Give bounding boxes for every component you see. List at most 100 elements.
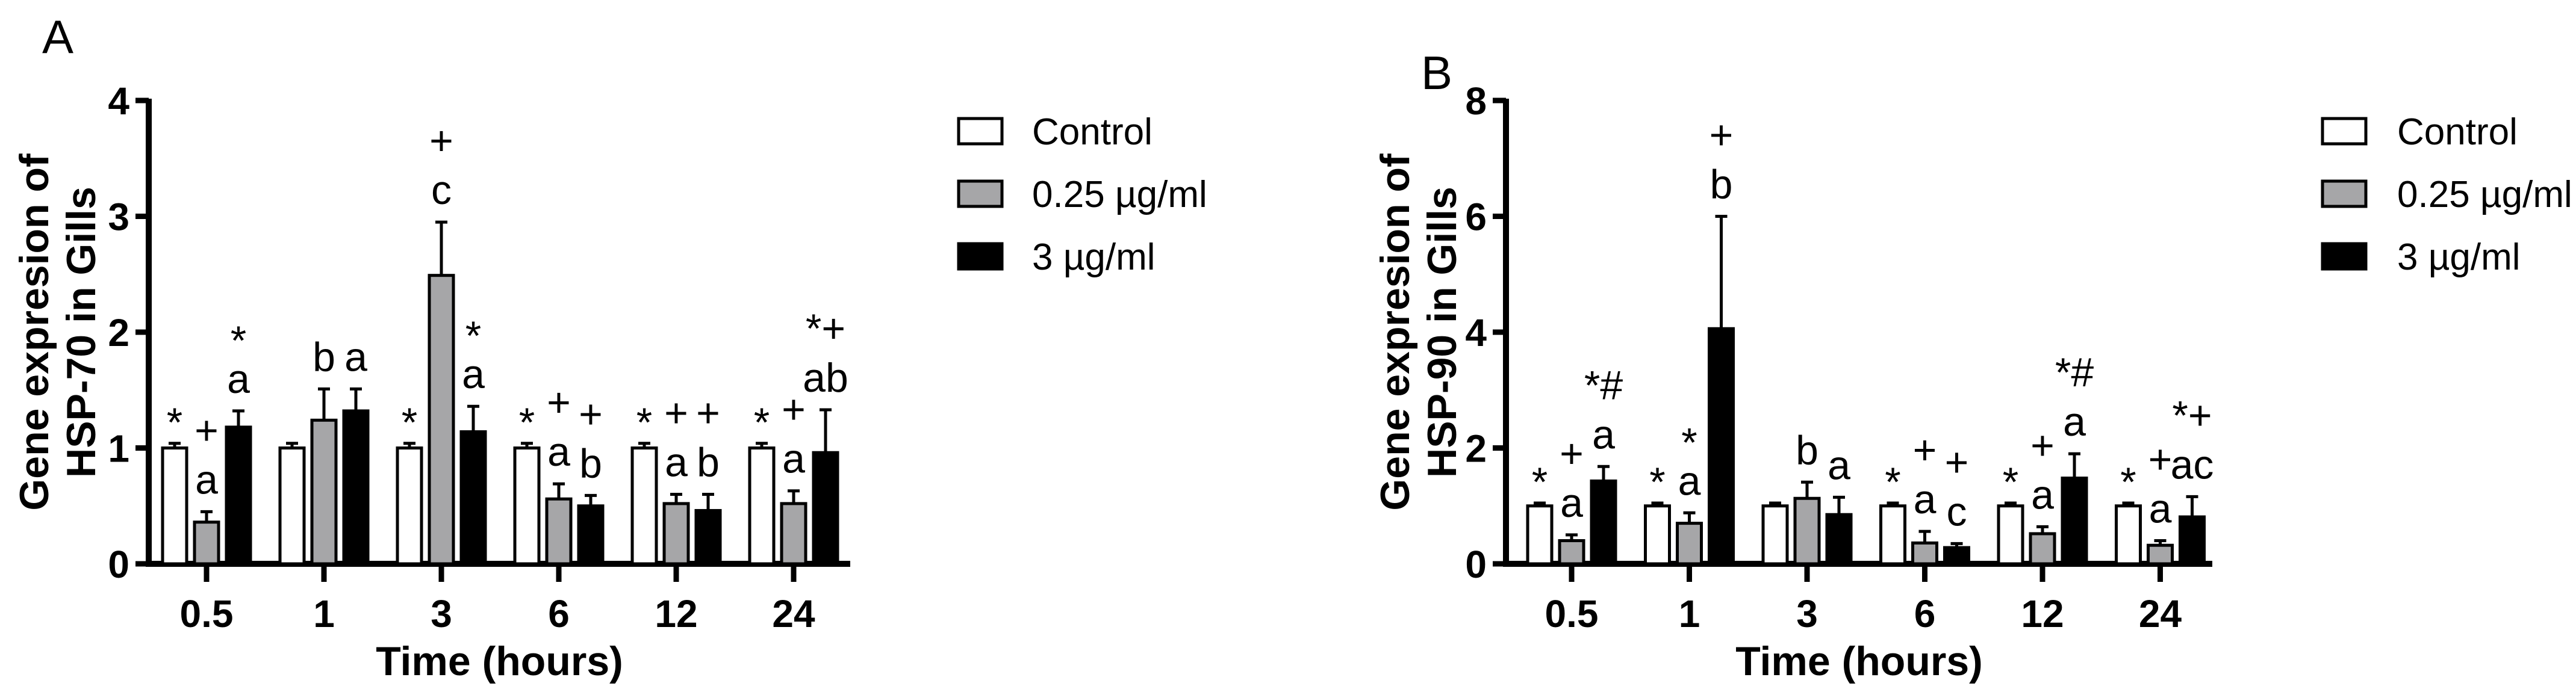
bar xyxy=(662,502,690,566)
y-tick-label: 6 xyxy=(1465,196,1487,239)
panel-label: A xyxy=(42,10,73,63)
significance-annotation: c xyxy=(431,167,452,213)
bar xyxy=(748,446,776,566)
x-tick-label: 12 xyxy=(655,592,697,635)
significance-annotation: a xyxy=(1828,442,1850,488)
y-axis-title-line: Gene expresion of xyxy=(1372,153,1418,511)
y-tick-label: 3 xyxy=(108,196,129,239)
significance-annotation: ac xyxy=(2171,442,2214,487)
legend-label: 0.25 µg/ml xyxy=(2397,174,2572,215)
legend-label: 0.25 µg/ml xyxy=(1032,174,1207,215)
bar xyxy=(2179,515,2206,566)
bar xyxy=(545,497,573,566)
significance-annotation: * xyxy=(1885,459,1900,505)
significance-annotation: a xyxy=(2031,472,2054,517)
significance-annotation: + xyxy=(579,391,603,437)
x-tick-label: 1 xyxy=(1679,592,1700,635)
bar xyxy=(1793,496,1821,566)
bar xyxy=(428,274,455,566)
significance-annotation: a xyxy=(1678,458,1701,504)
bar xyxy=(780,502,807,566)
significance-annotation: a xyxy=(2149,486,2172,532)
x-tick-label: 24 xyxy=(772,592,815,635)
bar xyxy=(1590,479,1617,566)
bar xyxy=(225,425,252,566)
significance-annotation: + xyxy=(2030,422,2055,468)
x-tick-label: 0.5 xyxy=(180,592,234,635)
significance-annotation: + xyxy=(2148,437,2173,483)
significance-annotation: a xyxy=(1914,477,1937,522)
legend-swatch xyxy=(957,179,1004,208)
x-tick-label: 0.5 xyxy=(1545,592,1599,635)
significance-annotation: + xyxy=(1560,431,1584,477)
y-tick-label: 0 xyxy=(1465,543,1487,586)
y-tick-label: 0 xyxy=(108,543,129,586)
y-axis-title-line: HSP-90 in Gills xyxy=(1419,187,1465,478)
y-axis-title-line: Gene expresion of xyxy=(11,153,57,511)
bar xyxy=(2115,504,2142,566)
x-tick-label: 12 xyxy=(2021,592,2064,635)
significance-annotation: *# xyxy=(1584,362,1623,408)
panel-label: B xyxy=(1421,46,1452,99)
bar xyxy=(1825,513,1853,566)
bar xyxy=(161,446,188,566)
x-tick-label: 1 xyxy=(313,592,335,635)
legend-swatch xyxy=(2321,242,2368,271)
legend-label: Control xyxy=(2397,111,2518,153)
significance-annotation: *+ xyxy=(2172,392,2212,438)
bar xyxy=(1911,541,1938,566)
significance-annotation: a xyxy=(1592,412,1615,457)
legend-label: 3 µg/ml xyxy=(1032,236,1156,278)
significance-annotation: * xyxy=(1532,459,1548,505)
significance-annotation: a xyxy=(195,457,218,502)
significance-annotation: + xyxy=(547,380,571,425)
x-tick-label: 6 xyxy=(548,592,570,635)
legend-swatch xyxy=(2321,179,2368,208)
bar xyxy=(1879,504,1906,566)
significance-annotation: a xyxy=(227,356,250,402)
bar xyxy=(396,446,423,566)
significance-annotation: a xyxy=(344,334,367,380)
significance-annotation: + xyxy=(664,391,688,436)
significance-annotation: * xyxy=(1649,459,1665,505)
significance-annotation: * xyxy=(2120,459,2136,505)
significance-annotation: + xyxy=(194,407,219,453)
significance-annotation: * xyxy=(754,400,770,445)
y-tick-label: 2 xyxy=(1465,427,1487,471)
bar xyxy=(1526,504,1554,566)
legend-swatch xyxy=(957,242,1004,271)
significance-annotation: b xyxy=(579,440,602,486)
bar xyxy=(1708,327,1735,566)
bar xyxy=(342,409,370,566)
y-tick-label: 8 xyxy=(1465,79,1487,123)
y-axis-title-line: HSP-70 in Gills xyxy=(58,187,104,478)
x-tick-label: 24 xyxy=(2139,592,2182,635)
significance-annotation: + xyxy=(1945,439,1969,485)
significance-annotation: + xyxy=(1913,427,1937,473)
significance-annotation: b xyxy=(313,334,335,380)
y-tick-label: 2 xyxy=(108,311,129,354)
significance-annotation: + xyxy=(429,118,453,164)
x-tick-label: 3 xyxy=(431,592,452,635)
y-tick-label: 4 xyxy=(108,79,129,123)
bar xyxy=(2147,543,2174,566)
chart-panel-b: B Gene expresion of HSP-90 in Gills 0 24 6 8 0.… xyxy=(1372,46,2572,684)
significance-annotation: a xyxy=(782,436,805,482)
bar xyxy=(812,451,839,566)
significance-annotation: b xyxy=(697,440,720,486)
legend-label: Control xyxy=(1032,111,1153,153)
bar xyxy=(1676,522,1703,566)
significance-annotation: * xyxy=(2003,459,2018,505)
bar xyxy=(513,446,541,566)
significance-annotation: a xyxy=(462,351,485,397)
significance-annotation: + xyxy=(1710,113,1734,158)
significance-annotation: * xyxy=(231,318,246,363)
bar xyxy=(2061,477,2088,566)
legend-swatch xyxy=(2321,117,2368,146)
legend-label: 3 µg/ml xyxy=(2397,236,2521,278)
bar xyxy=(630,446,658,566)
significance-annotation: b xyxy=(1710,162,1733,208)
significance-annotation: ab xyxy=(803,355,848,401)
